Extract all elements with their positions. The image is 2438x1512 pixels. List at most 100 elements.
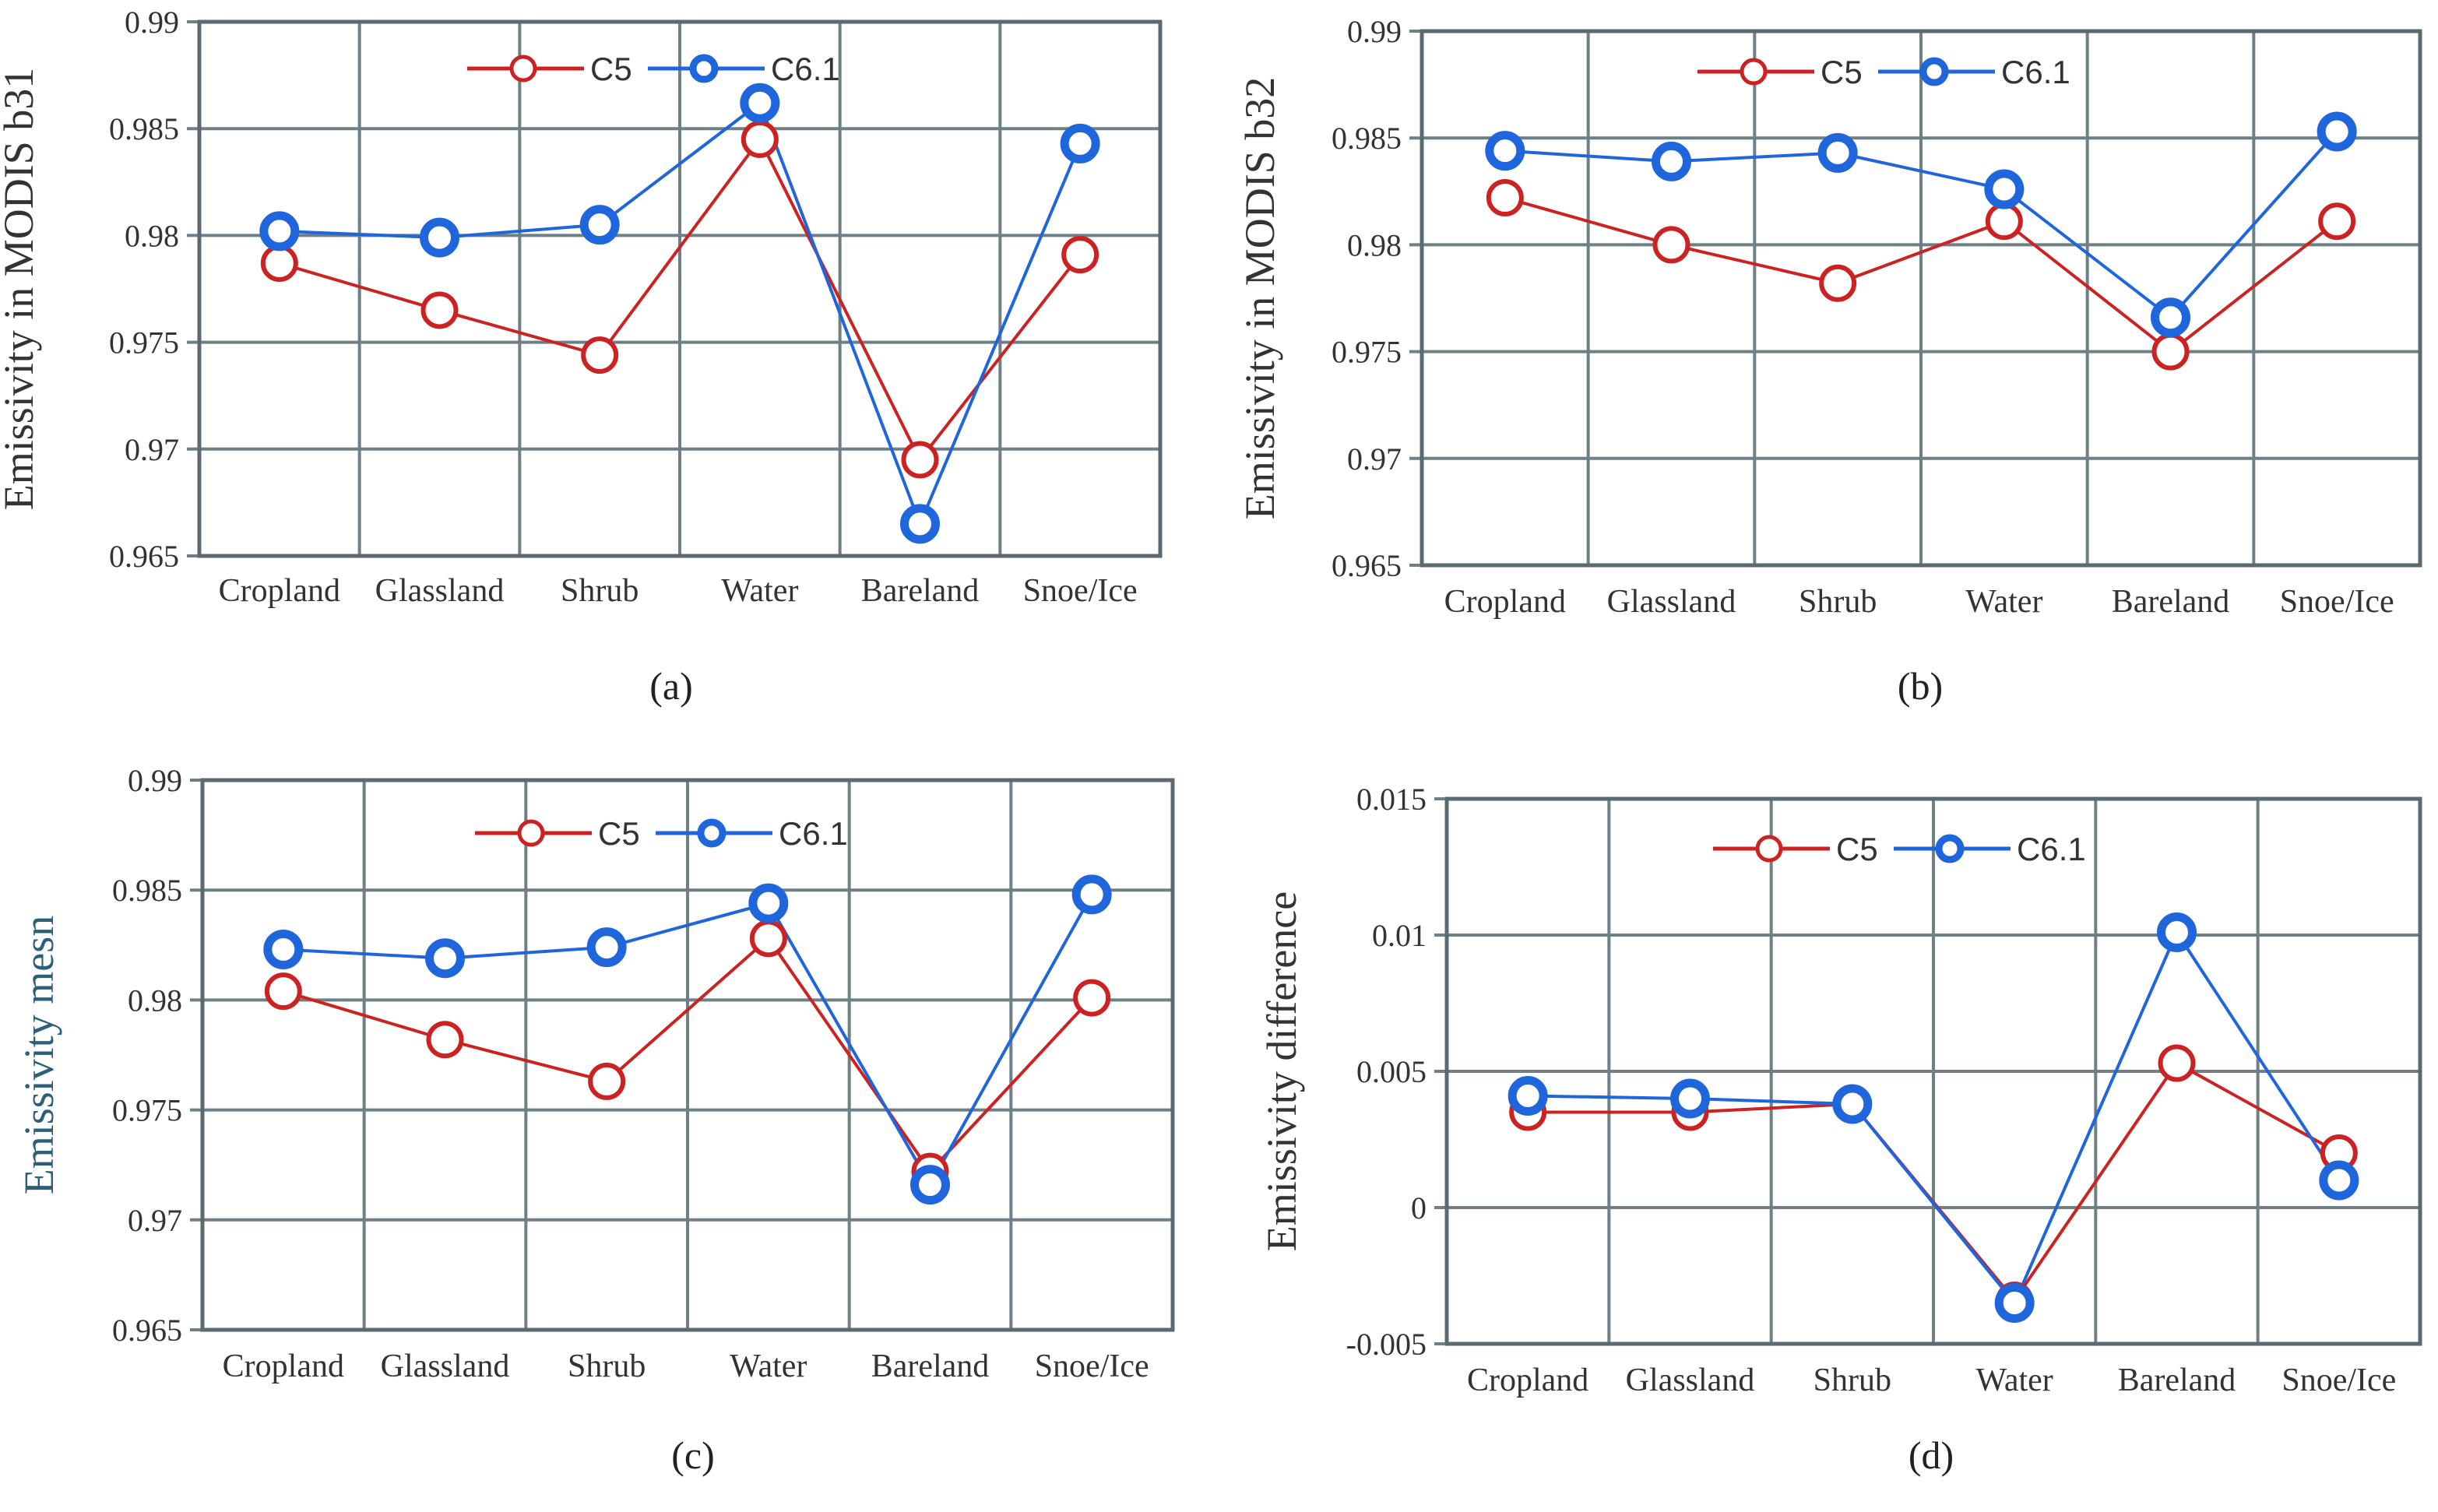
data-point-c5 xyxy=(1486,179,1524,217)
legend: C5 C6.1 xyxy=(1713,831,2086,867)
y-tick-label: 0.985 xyxy=(109,111,179,146)
legend-label: C5 xyxy=(598,815,640,852)
y-tick-label: 0.98 xyxy=(128,983,182,1018)
x-tick-label: Shrub xyxy=(1814,1363,1891,1398)
data-point-c6-1 xyxy=(2151,297,2190,338)
legend-marker xyxy=(1919,57,1949,86)
data-point-c6-1 xyxy=(420,217,459,258)
y-tick-label: 0.965 xyxy=(1332,548,1402,583)
legend-label: C5 xyxy=(1821,54,1863,90)
x-tick-label: Glassland xyxy=(1626,1363,1755,1398)
data-point-c5 xyxy=(2318,202,2356,241)
plot-frame xyxy=(197,19,1163,558)
x-tick-label: Bareland xyxy=(861,573,980,609)
data-point-c6-1 xyxy=(1832,1084,1873,1124)
plot-frame xyxy=(1444,796,2422,1346)
x-tick-label: Shrub xyxy=(561,573,639,609)
data-point-c5 xyxy=(901,441,939,479)
x-tick-label: Cropland xyxy=(1444,584,1566,620)
data-point-c5 xyxy=(2151,332,2190,371)
data-point-c6-1 xyxy=(2319,1160,2359,1201)
data-point-c5 xyxy=(1652,226,1690,264)
y-tick-label: 0.015 xyxy=(1356,782,1427,817)
data-point-c6-1 xyxy=(1485,131,1525,171)
panel-caption: (c) xyxy=(671,1433,715,1477)
chart-panel-c: 0.965 0.97 0.975 0.98 0.985 0.99 Cropland Glass… xyxy=(16,763,1175,1477)
data-point-c6-1 xyxy=(748,883,789,923)
y-tick-label: 0.99 xyxy=(125,5,179,40)
legend-marker xyxy=(1935,834,1965,863)
data-point-c6-1 xyxy=(259,211,300,251)
y-tick-label: 0.975 xyxy=(109,325,179,360)
data-point-c6-1 xyxy=(1060,123,1100,164)
chart-panel-b: 0.965 0.97 0.975 0.98 0.985 0.99 Cropland Glass… xyxy=(1237,14,2422,708)
legend-label: C6.1 xyxy=(2001,54,2070,90)
x-tick-label: Water xyxy=(730,1348,807,1384)
x-tick-label: Cropland xyxy=(223,1348,344,1384)
panel-caption: (d) xyxy=(1909,1433,1954,1477)
x-tick-label: Snoe/Ice xyxy=(1035,1348,1149,1384)
data-point-c5 xyxy=(426,1021,464,1059)
x-tick-label: Bareland xyxy=(871,1348,990,1384)
legend-label: C5 xyxy=(1836,831,1878,867)
data-point-c6-1 xyxy=(1670,1078,1710,1119)
y-tick-label: 0 xyxy=(1411,1190,1427,1225)
data-point-c6-1 xyxy=(740,83,780,123)
data-point-c5 xyxy=(1061,236,1099,274)
x-tick-label: Water xyxy=(1965,584,2042,620)
data-point-c6-1 xyxy=(1507,1076,1548,1116)
series-line-c6-1 xyxy=(279,100,1082,529)
x-tick-label: Bareland xyxy=(2118,1363,2236,1398)
legend-label: C5 xyxy=(590,51,632,87)
x-tick-label: Snoe/Ice xyxy=(2281,1363,2396,1398)
data-point-c6-1 xyxy=(1994,1283,2035,1323)
data-point-c6-1 xyxy=(579,205,620,245)
y-axis-label: Emissivity in MODIS b32 xyxy=(1237,77,1283,520)
y-axis-label: Emissivity difference xyxy=(1258,891,1305,1251)
data-point-c5 xyxy=(581,336,619,374)
legend-label: C6.1 xyxy=(771,51,840,87)
legend-marker xyxy=(1755,835,1783,863)
y-tick-label: -0.005 xyxy=(1346,1327,1427,1362)
x-tick-label: Snoe/Ice xyxy=(1023,573,1138,609)
y-tick-label: 0.01 xyxy=(1372,918,1427,953)
x-tick-label: Shrub xyxy=(1799,584,1877,620)
data-point-c5 xyxy=(264,972,302,1011)
data-point-c5 xyxy=(2158,1044,2196,1082)
data-point-c6-1 xyxy=(425,938,465,979)
data-point-c6-1 xyxy=(1071,874,1112,915)
series-line-c6-1 xyxy=(283,893,1093,1188)
data-point-c5 xyxy=(260,244,298,283)
x-tick-label: Glassland xyxy=(375,573,505,609)
legend-marker xyxy=(689,54,719,83)
data-point-c6-1 xyxy=(910,1165,950,1205)
series-line-c6-1 xyxy=(1528,929,2341,1306)
data-point-c5 xyxy=(749,920,787,958)
y-tick-label: 0.985 xyxy=(1332,121,1402,156)
y-tick-label: 0.99 xyxy=(128,763,182,798)
panel-caption: (a) xyxy=(649,664,693,708)
panel-caption: (b) xyxy=(1898,664,1943,708)
x-tick-label: Snoe/Ice xyxy=(2280,584,2394,620)
y-tick-label: 0.965 xyxy=(112,1313,182,1348)
x-tick-label: Bareland xyxy=(2112,584,2230,620)
legend: C5 C6.1 xyxy=(1697,54,2070,90)
data-point-c5 xyxy=(1985,202,2023,241)
data-point-c6-1 xyxy=(263,929,304,969)
x-tick-label: Glassland xyxy=(1607,584,1736,620)
data-point-c5 xyxy=(1073,979,1111,1017)
y-tick-label: 0.97 xyxy=(125,432,179,467)
y-tick-label: 0.975 xyxy=(112,1093,182,1128)
legend: C5 C6.1 xyxy=(467,51,840,87)
y-tick-label: 0.97 xyxy=(1347,441,1402,476)
data-point-c5 xyxy=(1819,264,1857,302)
x-tick-label: Glassland xyxy=(381,1348,510,1384)
y-tick-label: 0.97 xyxy=(128,1203,182,1238)
x-tick-label: Cropland xyxy=(1467,1363,1588,1398)
data-point-c5 xyxy=(741,120,779,158)
x-tick-label: Cropland xyxy=(219,573,340,609)
series-line-c5 xyxy=(1504,196,2338,354)
legend-marker xyxy=(697,818,726,848)
legend-marker xyxy=(517,819,545,847)
y-tick-label: 0.975 xyxy=(1332,335,1402,370)
